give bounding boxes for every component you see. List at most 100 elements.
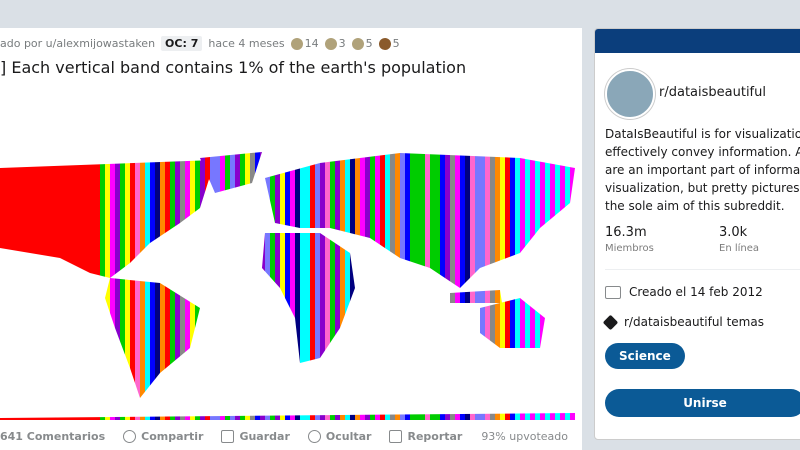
map-band [125,152,130,420]
subreddit-name[interactable]: r/dataisbeautiful [659,85,766,100]
award[interactable]: 5 [351,37,373,50]
map-band [105,152,110,420]
report-button[interactable]: Reportar [389,430,462,443]
map-band [460,152,465,420]
map-band [420,152,425,420]
map-band [0,152,5,420]
map-band [120,152,125,420]
map-band [475,152,480,420]
award-count: 5 [392,37,400,50]
map-image[interactable] [0,120,582,420]
map-band [515,152,520,420]
map-band [130,152,135,420]
map-band [565,152,570,420]
map-band [160,152,165,420]
map-band [380,152,385,420]
map-band [200,152,205,420]
map-band [265,152,270,420]
map-band [225,152,230,420]
map-band [220,152,225,420]
map-band [390,152,395,420]
report-label: Reportar [407,430,463,443]
members-label: Miembros [605,243,654,254]
award-count: 3 [338,37,346,50]
map-band [190,152,195,420]
map-band [140,152,145,420]
map-band [60,152,65,420]
post-actions: 641 Comentarios Compartir Guardar Oculta… [0,430,582,443]
topic-tag[interactable]: Science [605,343,685,369]
map-band [195,152,200,420]
map-band [240,152,245,420]
map-band [330,152,335,420]
map-band [280,152,285,420]
map-band [110,152,115,420]
map-band [270,152,275,420]
author[interactable]: ado por u/alexmijowastaken [0,37,156,50]
map-band [365,152,370,420]
map-band [335,152,340,420]
divider [605,269,800,270]
map-band [560,152,565,420]
map-band [410,152,415,420]
map-band [290,152,295,420]
map-band [115,152,120,420]
map-band [545,152,550,420]
map-band [275,152,280,420]
share-button[interactable]: Compartir [123,430,203,443]
subreddit-icon[interactable] [605,69,655,119]
map-band [165,152,170,420]
map-band [65,152,70,420]
save-button[interactable]: Guardar [221,430,290,443]
description-line: are an important part of informatio [605,163,800,177]
award-count: 14 [304,37,319,50]
online-count: 3.0k [719,225,748,240]
comments-button[interactable]: 641 Comentarios [0,430,105,443]
award[interactable]: 14 [290,37,319,50]
map-band [495,152,500,420]
award[interactable]: 5 [378,37,400,50]
map-band [215,152,220,420]
map-band [355,152,360,420]
map-band [150,152,155,420]
map-band [185,152,190,420]
map-band [490,152,495,420]
post-title[interactable]: ] Each vertical band contains 1% of the … [0,58,467,77]
award[interactable]: 3 [324,37,346,50]
map-band [155,152,160,420]
created-date: Creado el 14 feb 2012 [629,285,763,299]
map-band [135,152,140,420]
map-band [555,152,560,420]
award-count: 5 [365,37,373,50]
map-band [535,152,540,420]
map-band [245,152,250,420]
post-meta: ado por u/alexmijowastaken OC: 7 hace 4 … [0,36,400,51]
map-band [250,152,255,420]
map-band [235,152,240,420]
map-band [180,152,185,420]
topics-label: r/dataisbeautiful temas [624,315,764,329]
map-band [395,152,400,420]
map-band [205,152,210,420]
map-band [400,152,405,420]
map-band [510,152,515,420]
topics-row: r/dataisbeautiful temas [602,314,764,330]
map-band [15,152,20,420]
description: DataIsBeautiful is for visualizatio effe… [605,125,800,215]
join-button[interactable]: Unirse [605,389,800,417]
map-band [485,152,490,420]
map-band [325,152,330,420]
online-stat: 3.0k En línea [719,225,759,254]
map-band [310,152,315,420]
map-band [455,152,460,420]
hide-button[interactable]: Ocultar [307,430,371,443]
map-band [210,152,215,420]
map-band [260,152,265,420]
map-band [90,152,95,420]
map-band [505,152,510,420]
map-band [75,152,80,420]
map-band [520,152,525,420]
map-band [480,152,485,420]
map-band [450,152,455,420]
